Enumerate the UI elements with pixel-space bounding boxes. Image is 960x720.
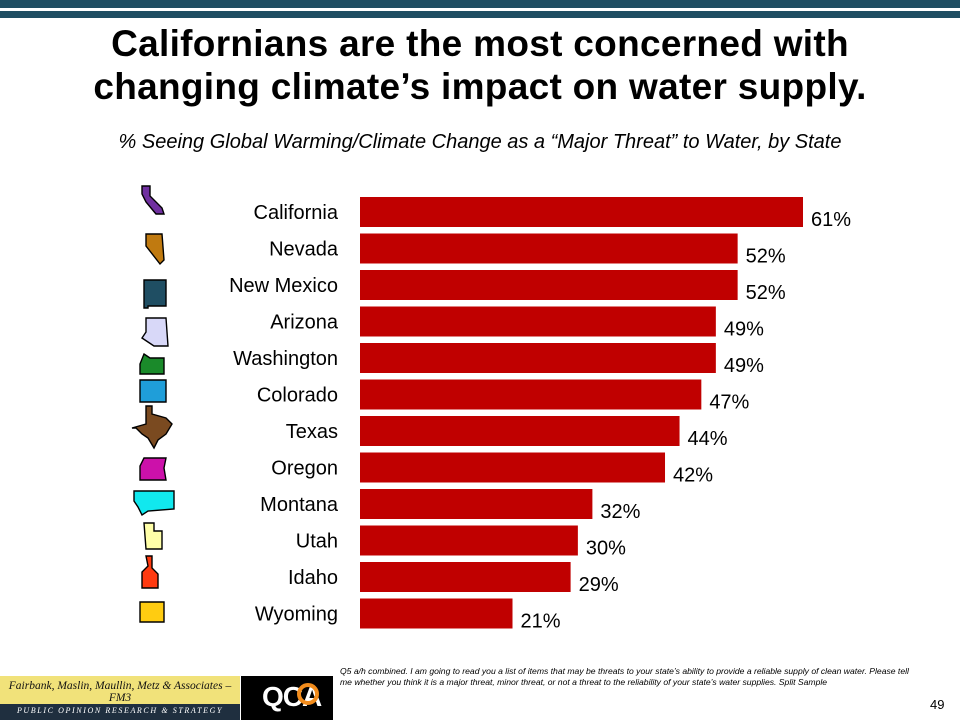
data-label: 49% (724, 319, 764, 341)
colorado-icon (139, 379, 167, 403)
data-label: 32% (600, 501, 640, 523)
montana-icon (133, 490, 175, 517)
data-label: 52% (746, 282, 786, 304)
data-label: 47% (709, 392, 749, 414)
data-label: 30% (586, 538, 626, 560)
data-label: 61% (811, 209, 851, 231)
oregon-icon (139, 457, 167, 481)
fm3-tagline-band (0, 704, 240, 720)
data-label: 29% (579, 574, 619, 596)
qca-logo-ring (297, 683, 319, 705)
category-label: New Mexico (229, 275, 338, 297)
fm3-tagline: PUBLIC OPINION RESEARCH & STRATEGY (16, 706, 224, 715)
bar (360, 525, 578, 556)
category-label: Idaho (288, 567, 338, 589)
bar-chart: California 61% Nevada 52% New Mexico 52% Arizo… (131, 185, 851, 633)
california-icon (141, 185, 165, 215)
category-label: California (254, 202, 339, 224)
bar (360, 197, 803, 227)
bar (360, 416, 680, 446)
top-band (0, 0, 960, 8)
category-label: Colorado (257, 385, 338, 407)
data-label: 52% (746, 246, 786, 268)
bar (360, 489, 593, 519)
page-title: Californians are the most concerned with… (0, 22, 960, 108)
bar (360, 343, 716, 373)
fm3-firm-name: Fairbank, Maslin, Maullin, Metz & Associ… (8, 680, 232, 704)
category-label: Texas (286, 421, 338, 443)
category-label: Montana (260, 494, 339, 516)
bar (360, 452, 666, 483)
bar (360, 306, 716, 337)
title-line-1: Californians are the most concerned with (111, 23, 849, 64)
category-label: Washington (233, 348, 338, 370)
utah-icon (143, 522, 163, 550)
chart-subtitle: % Seeing Global Warming/Climate Change a… (118, 131, 842, 153)
washington-icon (139, 352, 165, 375)
wyoming-icon (139, 601, 165, 623)
idaho-icon (141, 555, 159, 589)
data-label: 42% (673, 465, 713, 487)
bar (360, 270, 738, 300)
texas-icon (131, 405, 173, 450)
data-label: 49% (724, 355, 764, 377)
data-label: 44% (688, 428, 728, 450)
category-label: Oregon (271, 458, 338, 480)
question-note: Q5 a/h combined. I am going to read you … (340, 666, 909, 687)
nevada-icon (145, 233, 165, 266)
data-label: 21% (521, 611, 561, 633)
page-number: 49 (930, 697, 945, 712)
top-band-secondary (0, 11, 960, 18)
title-line-2: changing climate’s impact on water suppl… (93, 66, 867, 107)
bar (360, 233, 738, 264)
bar (360, 598, 513, 629)
bar (360, 379, 702, 410)
arizona-icon (141, 317, 169, 347)
category-label: Arizona (270, 312, 339, 334)
category-label: Wyoming (255, 604, 338, 626)
new-mexico-icon (143, 279, 167, 309)
category-label: Nevada (269, 239, 339, 261)
category-label: Utah (296, 531, 338, 553)
bar (360, 562, 571, 592)
